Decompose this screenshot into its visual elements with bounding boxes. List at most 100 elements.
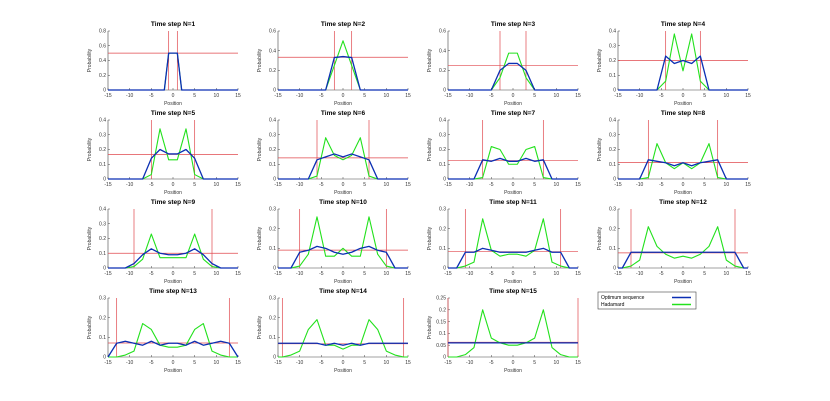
x-tick-label: 5 — [363, 182, 366, 188]
x-tick-label: 5 — [363, 271, 366, 277]
x-tick-label: -5 — [319, 182, 324, 188]
optimum-sequence-line — [448, 247, 578, 269]
y-tick-label: 0.2 — [439, 308, 446, 314]
x-tick-label: -10 — [126, 182, 133, 188]
plot-area — [617, 119, 749, 180]
y-tick-label: 0.2 — [609, 226, 616, 232]
x-tick-label: -5 — [489, 93, 494, 99]
x-tick-label: 0 — [512, 271, 515, 277]
x-tick-label: -10 — [466, 182, 473, 188]
y-tick-label: 0.8 — [99, 29, 106, 35]
x-tick-label: -5 — [659, 182, 664, 188]
y-tick-label: 0 — [103, 88, 106, 94]
hadamard-line — [618, 33, 748, 91]
x-tick-label: -10 — [126, 271, 133, 277]
hadamard-line — [278, 319, 408, 358]
hadamard-line — [278, 216, 408, 269]
y-axis-label: Probability — [257, 315, 263, 339]
subplot-14: Time step N=14 0 0.1 0.2 0.3 -15 -10 -5 0 5 10 15 Po… — [257, 288, 411, 374]
y-axis-label: Probability — [597, 137, 603, 161]
plot-area — [107, 297, 239, 358]
hadamard-line — [108, 323, 238, 358]
optimum-sequence-line — [448, 62, 578, 91]
y-tick-label: 0.2 — [439, 226, 446, 232]
y-tick-label: 0.3 — [609, 207, 616, 213]
x-tick-label: 5 — [703, 182, 706, 188]
x-axis-label: Position — [674, 190, 692, 196]
x-tick-label: 15 — [235, 93, 241, 99]
x-tick-label: 15 — [745, 93, 751, 99]
x-tick-label: 10 — [384, 182, 390, 188]
x-axis-label: Position — [504, 101, 522, 107]
optimum-sequence-line — [107, 340, 239, 358]
x-tick-label: 10 — [214, 182, 220, 188]
hadamard-line — [108, 233, 238, 269]
subplot-8: Time step N=8 0 0.1 0.2 0.3 0.4 -15 -10 -5 0 5 10 15… — [597, 110, 751, 196]
subplot-1: Time step N=1 0 0.2 0.4 0.6 0.8 -15 -10 -5 0 5 10 15… — [87, 21, 241, 107]
optimum-sequence-line — [108, 148, 238, 180]
y-axis-label: Probability — [427, 226, 433, 250]
x-tick-label: 5 — [363, 93, 366, 99]
x-tick-label: -5 — [149, 93, 154, 99]
x-tick-label: 15 — [235, 360, 241, 366]
x-tick-label: 10 — [214, 93, 220, 99]
x-tick-label: -15 — [614, 93, 621, 99]
y-tick-label: 0.25 — [436, 296, 446, 302]
optimum-sequence-line — [618, 159, 748, 180]
x-axis-label: Position — [334, 368, 352, 374]
y-tick-label: 0.4 — [609, 118, 616, 124]
legend-label: Optimum sequence — [601, 295, 645, 301]
x-tick-label: 0 — [342, 271, 345, 277]
x-tick-label: -10 — [466, 93, 473, 99]
hadamard-line — [278, 137, 408, 180]
x-tick-label: -10 — [126, 360, 133, 366]
x-tick-label: -10 — [636, 182, 643, 188]
x-tick-label: -5 — [149, 360, 154, 366]
x-tick-label: 10 — [554, 360, 560, 366]
x-tick-label: 10 — [554, 182, 560, 188]
y-tick-label: 0.1 — [609, 73, 616, 79]
y-tick-label: 0.4 — [439, 118, 446, 124]
x-tick-label: 5 — [193, 271, 196, 277]
subplot-title: Time step N=14 — [319, 288, 367, 295]
subplot-title: Time step N=3 — [491, 21, 536, 28]
x-tick-label: -15 — [104, 93, 111, 99]
x-tick-label: -5 — [149, 271, 154, 277]
x-axis-label: Position — [334, 101, 352, 107]
x-tick-label: 5 — [193, 93, 196, 99]
y-tick-label: 0.3 — [439, 207, 446, 213]
x-tick-label: 15 — [745, 182, 751, 188]
x-tick-label: -15 — [614, 271, 621, 277]
y-axis-label: Probability — [87, 226, 93, 250]
x-axis-label: Position — [334, 279, 352, 285]
subplot-12: Time step N=12 0 0.1 0.2 0.3 -15 -10 -5 0 5 10 15 Po… — [597, 199, 751, 285]
y-tick-label: 0.3 — [609, 43, 616, 49]
y-tick-label: 0.4 — [99, 207, 106, 213]
x-tick-label: -10 — [636, 271, 643, 277]
optimum-sequence-line — [108, 248, 238, 269]
x-tick-label: -10 — [636, 93, 643, 99]
x-tick-label: 0 — [682, 271, 685, 277]
x-tick-label: -15 — [274, 93, 281, 99]
x-tick-label: 15 — [575, 93, 581, 99]
y-tick-label: 0.1 — [99, 335, 106, 341]
x-tick-label: 10 — [554, 271, 560, 277]
y-tick-label: 0.1 — [439, 246, 446, 252]
optimum-sequence-line — [278, 153, 408, 180]
subplot-title: Time step N=10 — [319, 199, 367, 206]
x-tick-label: 15 — [405, 271, 411, 277]
x-tick-label: 0 — [512, 360, 515, 366]
x-tick-label: 10 — [724, 182, 730, 188]
x-tick-label: 15 — [235, 271, 241, 277]
y-tick-label: 0.2 — [269, 226, 276, 232]
y-tick-label: 0.2 — [99, 147, 106, 153]
x-tick-label: 5 — [703, 93, 706, 99]
y-tick-label: 0.15 — [436, 319, 446, 325]
optimum-sequence-line — [618, 251, 748, 269]
x-tick-label: -15 — [104, 271, 111, 277]
plot-area — [277, 119, 409, 180]
x-tick-label: -15 — [444, 360, 451, 366]
x-axis-label: Position — [674, 101, 692, 107]
y-tick-label: 0.2 — [609, 147, 616, 153]
